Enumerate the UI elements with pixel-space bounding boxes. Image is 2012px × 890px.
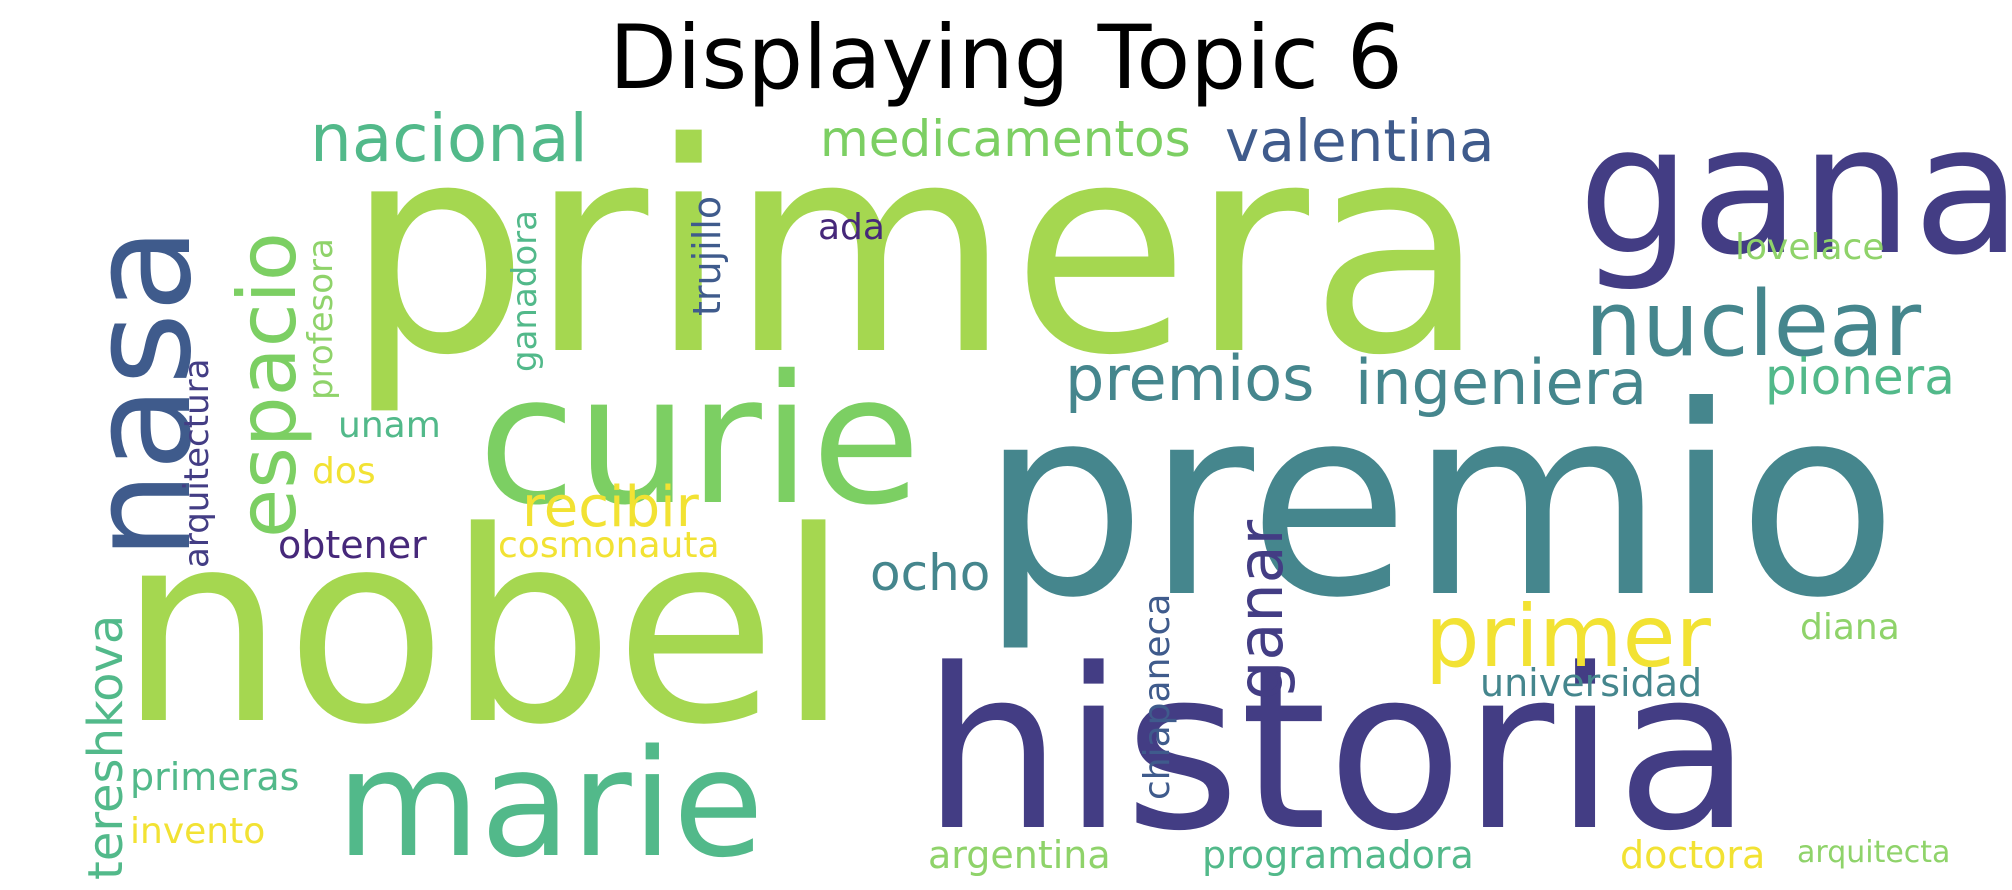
word-lovelace: lovelace xyxy=(1735,227,1885,268)
word-primera: primera xyxy=(345,82,1487,419)
word-primeras: primeras xyxy=(130,755,300,799)
word-espacio: espacio xyxy=(221,232,314,538)
word-invento: invento xyxy=(130,811,266,852)
word-valentina: valentina xyxy=(1225,107,1495,175)
word-nobel: nobel xyxy=(118,476,851,783)
word-universidad: universidad xyxy=(1480,661,1703,705)
word-historia: historia xyxy=(922,622,1752,880)
word-ingeniera: ingeniera xyxy=(1355,346,1648,419)
word-cosmonauta: cosmonauta xyxy=(498,525,720,566)
word-programadora: programadora xyxy=(1202,833,1474,877)
word-pionera: pionera xyxy=(1765,348,1955,406)
word-unam: unam xyxy=(338,405,441,446)
word-primer: primer xyxy=(1425,587,1711,687)
word-arquitectura: arquitectura xyxy=(177,358,217,568)
chart-title: Displaying Topic 6 xyxy=(609,6,1403,109)
word-marie: marie xyxy=(336,718,764,890)
word-ocho: ocho xyxy=(870,544,991,602)
word-nuclear: nuclear xyxy=(1585,272,1922,377)
word-ada: ada xyxy=(818,207,885,248)
word-profesora: profesora xyxy=(301,238,341,400)
word-trujillo: trujillo xyxy=(685,195,729,316)
word-arquitecta: arquitecta xyxy=(1797,835,1951,870)
word-dos: dos xyxy=(312,451,376,492)
word-tereshkova: tereshkova xyxy=(78,614,134,880)
word-ganadora: ganadora xyxy=(505,210,545,372)
word-ganar: ganar xyxy=(1224,519,1297,700)
word-premios: premios xyxy=(1065,342,1315,415)
word-curie: curie xyxy=(478,337,921,544)
word-obtener: obtener xyxy=(278,523,427,567)
word-doctora: doctora xyxy=(1620,833,1766,877)
word-diana: diana xyxy=(1800,607,1900,648)
word-medicamentos: medicamentos xyxy=(820,110,1191,168)
word-nacional: nacional xyxy=(310,100,588,177)
word-premio: premio xyxy=(980,350,1898,655)
word-argentina: argentina xyxy=(928,833,1111,877)
word-recibir: recibir xyxy=(522,475,699,540)
word-chiapaneca: chiapaneca xyxy=(1137,593,1178,800)
word-gana: gana xyxy=(1578,87,2012,294)
